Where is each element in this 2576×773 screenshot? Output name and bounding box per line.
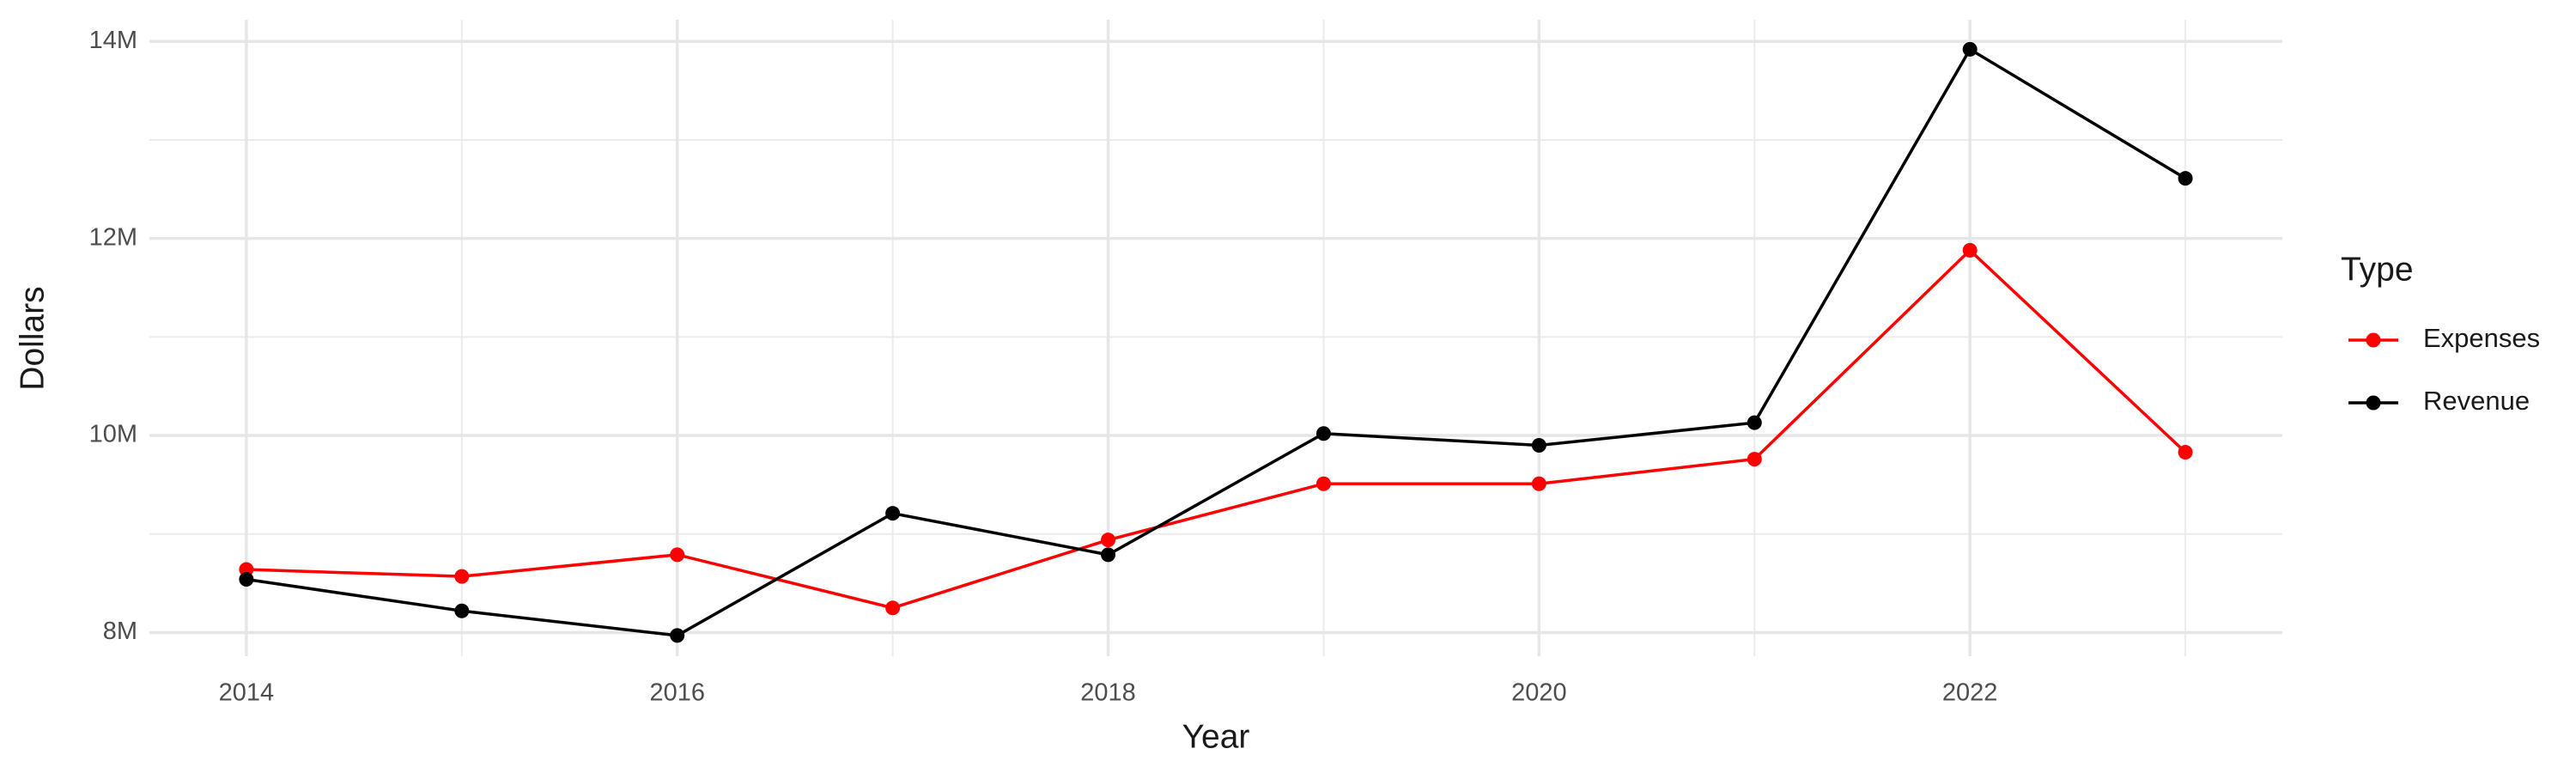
data-point bbox=[670, 547, 685, 563]
legend-title: Type bbox=[2341, 251, 2414, 288]
grid bbox=[149, 20, 2282, 656]
data-point bbox=[1315, 426, 1331, 441]
y-axis-title: Dollars bbox=[14, 286, 51, 390]
legend-label: Revenue bbox=[2423, 386, 2530, 416]
data-point bbox=[454, 569, 470, 584]
data-point bbox=[2178, 171, 2193, 186]
data-point bbox=[1531, 438, 1546, 453]
data-point bbox=[1101, 533, 1116, 548]
y-tick-label: 12M bbox=[89, 223, 137, 251]
y-tick-label: 8M bbox=[103, 618, 137, 645]
series-line bbox=[246, 46, 2186, 637]
data-point bbox=[1315, 476, 1331, 491]
data-point bbox=[2178, 445, 2193, 460]
data-point bbox=[885, 506, 901, 521]
data-point bbox=[454, 603, 470, 618]
data-point bbox=[1962, 41, 1978, 57]
x-tick-label: 2014 bbox=[219, 679, 275, 707]
y-tick-label: 14M bbox=[89, 27, 137, 54]
data-point bbox=[1101, 547, 1116, 563]
x-axis-title: Year bbox=[1182, 718, 1250, 755]
marks bbox=[239, 41, 2193, 643]
y-tick-label: 10M bbox=[89, 421, 137, 448]
legend-key-point bbox=[2366, 395, 2381, 411]
data-point bbox=[1747, 415, 1762, 430]
legend-key-point bbox=[2366, 332, 2381, 348]
x-tick-label: 2016 bbox=[649, 679, 705, 707]
data-point bbox=[885, 600, 901, 616]
x-tick-label: 2018 bbox=[1080, 679, 1136, 707]
series-line bbox=[246, 247, 2187, 610]
data-point bbox=[1531, 476, 1546, 491]
data-point bbox=[670, 628, 685, 643]
legend-label: Expenses bbox=[2423, 323, 2540, 353]
x-tick-label: 2020 bbox=[1511, 679, 1567, 707]
data-point bbox=[1962, 242, 1978, 258]
x-tick-label: 2022 bbox=[1942, 679, 1998, 707]
data-point bbox=[1747, 452, 1762, 467]
data-point bbox=[239, 572, 254, 587]
